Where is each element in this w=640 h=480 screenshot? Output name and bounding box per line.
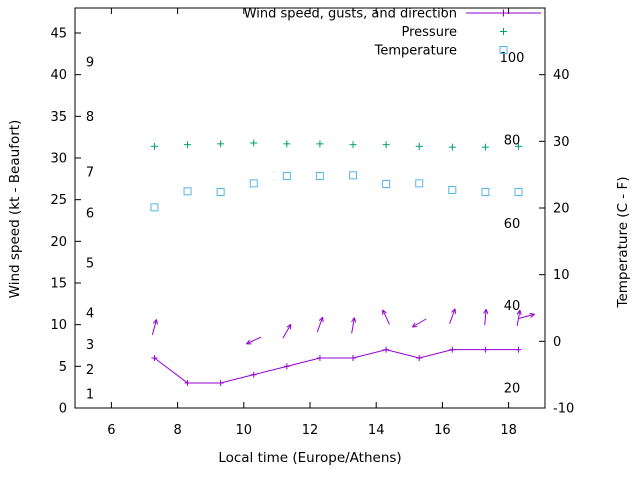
arrow-head [152, 319, 157, 324]
y-right-tick-label: 40 [553, 68, 570, 83]
y-right-tick-label: -10 [553, 402, 574, 417]
arrow-shaft [151, 319, 157, 336]
fahrenheit-label: 100 [500, 51, 525, 66]
y-left-tick-label: 25 [50, 193, 67, 208]
fahrenheit-scale-labels: 20 40 60 80 100 [500, 51, 525, 397]
arrow-head [286, 323, 292, 328]
x-tick-label: 14 [368, 423, 385, 438]
y-left-tick-label: 20 [50, 235, 67, 250]
x-axis-title: Local time (Europe/Athens) [218, 450, 402, 466]
legend-label: Pressure [401, 25, 457, 40]
arrow-head [351, 317, 355, 323]
arrow-head [353, 317, 357, 323]
y-left-tick-label: 0 [59, 402, 67, 417]
arrow-head [530, 313, 535, 318]
y-left-tick-label: 45 [50, 27, 67, 42]
arrow-head [483, 308, 487, 314]
arrow-head [516, 309, 521, 315]
beaufort-label: 3 [86, 338, 94, 353]
square-marker [315, 172, 324, 180]
x-tick-label: 10 [236, 423, 253, 438]
arrow-head [529, 312, 535, 315]
arrow-shaft [316, 316, 324, 333]
square-marker [249, 179, 258, 188]
y-right-tick-label: 0 [553, 335, 561, 350]
arrow-head [485, 309, 489, 315]
square-marker [499, 46, 508, 54]
legend-label: Temperature [374, 44, 457, 59]
arrow-shaft [516, 310, 521, 326]
beaufort-label: 7 [86, 166, 94, 181]
y-left-tick-label: 30 [50, 152, 67, 167]
fahrenheit-label: 20 [504, 382, 521, 397]
beaufort-label: 9 [86, 56, 94, 71]
x-tick-label: 12 [302, 423, 319, 438]
arrow-shaft [449, 308, 456, 325]
fahrenheit-label: 40 [504, 299, 521, 314]
square-marker [448, 186, 457, 194]
temperature-series [150, 171, 523, 212]
y-right-axis-title: Temperature (C - F) [615, 176, 631, 308]
y-right-axis: -10 0 10 20 30 40 [539, 68, 574, 417]
arrow-head [156, 319, 158, 325]
y-left-tick-label: 5 [59, 360, 67, 375]
y-left-tick-label: 40 [50, 68, 67, 83]
arrow-head [318, 316, 324, 322]
beaufort-label: 1 [86, 387, 94, 402]
y-left-axis: 0 5 10 15 20 25 30 35 40 45 [50, 27, 81, 417]
square-marker [481, 188, 490, 196]
y-right-tick-label: 10 [553, 268, 570, 283]
y-left-tick-label: 10 [50, 318, 67, 333]
arrow-head [411, 322, 416, 328]
square-marker [183, 187, 192, 196]
square-marker [514, 188, 523, 196]
arrow-shaft [484, 309, 487, 326]
x-tick-label: 8 [173, 423, 181, 438]
square-marker [349, 171, 358, 180]
y-left-axis-title: Wind speed (kt - Beaufort) [7, 119, 23, 299]
arrow-shaft [246, 336, 262, 345]
arrow-shaft [412, 318, 427, 328]
fahrenheit-label: 80 [504, 134, 521, 149]
arrow-head [382, 309, 387, 314]
x-tick-label: 16 [434, 423, 451, 438]
square-marker [282, 172, 291, 180]
arrow-shaft [282, 324, 292, 339]
legend: Wind speed, gusts, and direction Pressure… [244, 7, 541, 59]
plot-border [74, 7, 546, 409]
arrow-head [519, 309, 522, 316]
beaufort-label: 5 [86, 257, 94, 272]
arrow-head [451, 308, 456, 313]
wind-direction-arrows [151, 308, 535, 345]
wind-speed-series [151, 346, 522, 386]
arrow-shaft [382, 309, 390, 325]
wind-speed-line [154, 349, 519, 384]
y-left-tick-label: 15 [50, 277, 67, 292]
y-right-tick-label: 30 [553, 135, 570, 150]
y-right-tick-label: 20 [553, 202, 570, 217]
square-marker [216, 188, 225, 196]
legend-label: Wind speed, gusts, and direction [244, 7, 457, 22]
beaufort-label: 6 [86, 207, 94, 222]
beaufort-label: 4 [86, 307, 94, 322]
square-marker [382, 180, 391, 188]
square-marker [415, 179, 424, 188]
arrow-shaft [351, 317, 355, 334]
pressure-series [150, 139, 523, 151]
y-left-tick-label: 35 [50, 110, 67, 125]
beaufort-scale-labels: 1 2 3 4 5 6 7 8 9 [86, 56, 94, 403]
square-marker [150, 203, 159, 212]
fahrenheit-label: 60 [504, 217, 521, 232]
beaufort-label: 8 [86, 110, 94, 125]
beaufort-label: 2 [86, 363, 94, 378]
x-tick-label: 6 [107, 423, 115, 438]
arrow-head [246, 339, 251, 345]
x-tick-label: 18 [500, 423, 517, 438]
x-axis: 6 8 10 12 14 16 18 [107, 8, 517, 438]
arrow-shaft [518, 313, 535, 319]
